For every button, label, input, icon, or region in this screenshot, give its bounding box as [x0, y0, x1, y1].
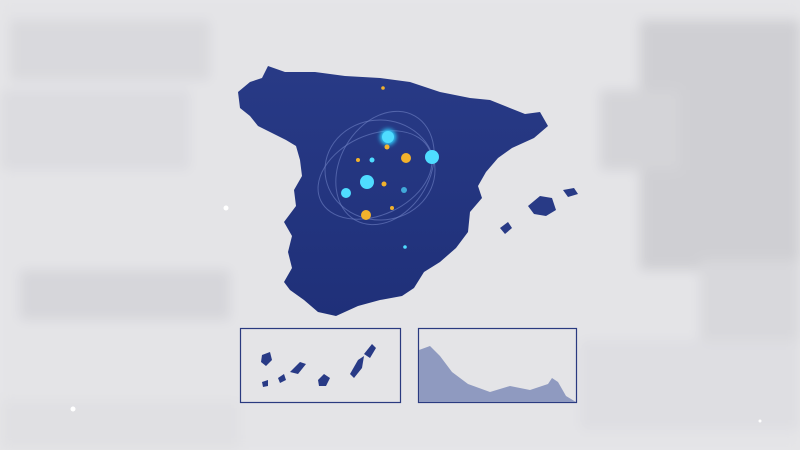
coast-inset — [417, 327, 578, 404]
canary-inset — [239, 327, 402, 404]
glow-dots — [341, 86, 439, 249]
mainland-map — [238, 66, 548, 316]
coast-land — [419, 346, 576, 402]
sparkles — [70, 205, 762, 423]
balearic-islands — [500, 188, 578, 234]
orbit-rings — [317, 110, 436, 226]
canary-islands — [261, 344, 376, 387]
